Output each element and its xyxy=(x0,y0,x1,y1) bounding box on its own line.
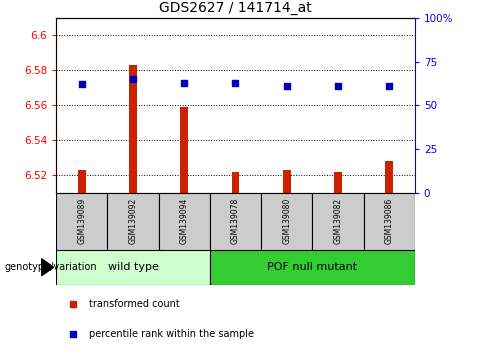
Point xyxy=(386,83,393,89)
Point xyxy=(78,81,86,87)
Bar xyxy=(386,161,393,193)
Point xyxy=(334,83,342,89)
Bar xyxy=(159,193,210,250)
Point xyxy=(283,83,291,89)
Point xyxy=(232,80,240,85)
Text: GSM139089: GSM139089 xyxy=(77,198,86,244)
Bar xyxy=(312,193,364,250)
Bar xyxy=(334,172,342,193)
Bar xyxy=(232,172,239,193)
Text: GSM139086: GSM139086 xyxy=(385,198,394,244)
Text: GSM139080: GSM139080 xyxy=(282,198,291,244)
Text: GSM139078: GSM139078 xyxy=(231,198,240,244)
Text: POF null mutant: POF null mutant xyxy=(267,262,357,272)
Point xyxy=(129,76,137,82)
Bar xyxy=(107,193,159,250)
Bar xyxy=(364,193,415,250)
Text: GSM139092: GSM139092 xyxy=(128,198,138,244)
Point xyxy=(69,301,77,307)
Title: GDS2627 / 141714_at: GDS2627 / 141714_at xyxy=(159,1,312,15)
Text: GSM139082: GSM139082 xyxy=(333,198,343,244)
Polygon shape xyxy=(41,259,54,276)
Text: GSM139094: GSM139094 xyxy=(180,198,189,245)
Text: genotype/variation: genotype/variation xyxy=(5,262,98,272)
Point xyxy=(181,80,188,85)
Text: wild type: wild type xyxy=(107,262,159,272)
Bar xyxy=(210,250,415,285)
Bar xyxy=(56,250,210,285)
Bar xyxy=(181,107,188,193)
Bar xyxy=(56,193,107,250)
Text: percentile rank within the sample: percentile rank within the sample xyxy=(89,329,254,339)
Bar xyxy=(283,170,290,193)
Bar xyxy=(129,65,137,193)
Bar xyxy=(78,170,85,193)
Text: transformed count: transformed count xyxy=(89,299,180,309)
Bar xyxy=(210,193,261,250)
Point xyxy=(69,331,77,337)
Bar xyxy=(261,193,312,250)
